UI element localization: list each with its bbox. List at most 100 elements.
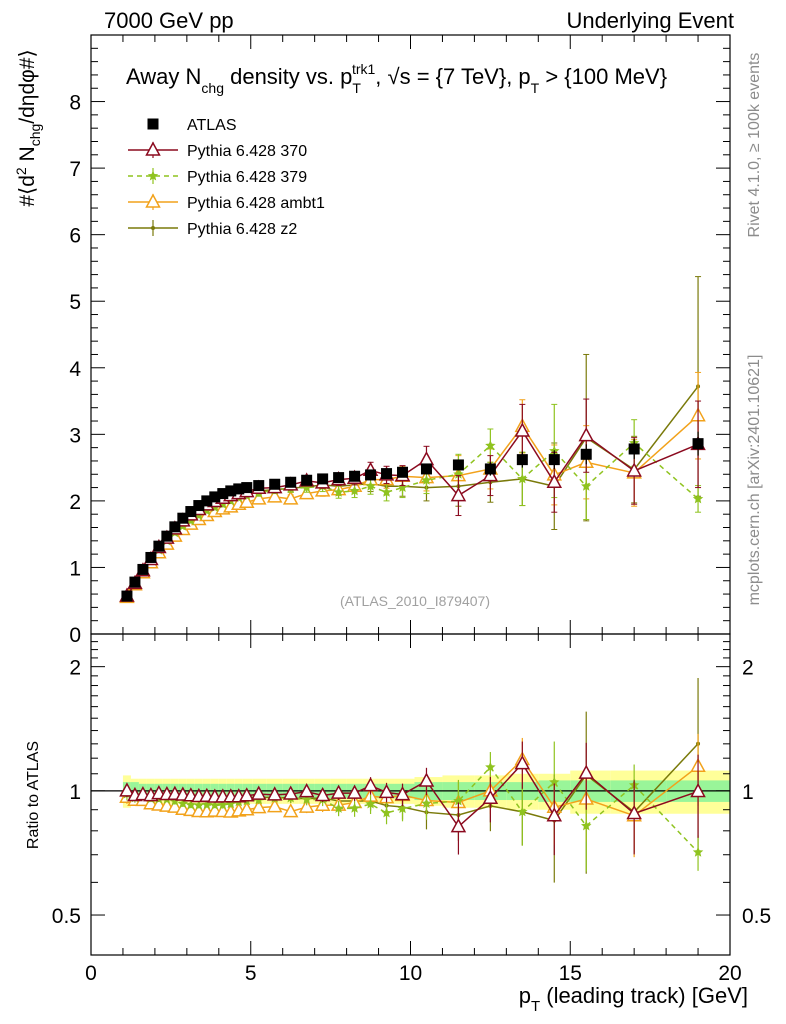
data-point bbox=[397, 466, 409, 478]
ratio-point bbox=[167, 798, 183, 813]
data-point bbox=[333, 472, 345, 484]
data-point bbox=[365, 469, 377, 481]
ratio-point bbox=[238, 787, 255, 802]
data-point bbox=[580, 480, 592, 491]
ratio-point bbox=[298, 798, 315, 813]
data-point bbox=[225, 485, 237, 497]
data-point bbox=[250, 490, 267, 505]
ratio-point bbox=[626, 804, 642, 820]
data-point bbox=[185, 506, 197, 518]
ratio-point bbox=[282, 785, 299, 800]
data-point bbox=[241, 482, 253, 494]
ratio-point bbox=[394, 785, 411, 801]
y-tick-label: 8 bbox=[69, 92, 81, 115]
y-tick-label: 1 bbox=[69, 557, 81, 580]
data-point bbox=[137, 563, 149, 575]
x-axis-title: pT (leading track) [GeV] bbox=[519, 983, 748, 1015]
x-tick-label: 10 bbox=[399, 962, 422, 985]
data-point bbox=[546, 473, 563, 489]
ratio-point bbox=[301, 794, 312, 805]
ratio-point bbox=[238, 801, 255, 816]
ratio-point bbox=[201, 799, 213, 810]
data-point bbox=[333, 486, 344, 497]
ratio-y-tick-label-right: 1 bbox=[742, 781, 754, 804]
legend-entry: Pythia 6.428 ambt1 bbox=[128, 193, 325, 212]
ratio-point bbox=[349, 802, 360, 813]
data-point bbox=[548, 454, 560, 466]
ratio-point bbox=[482, 789, 499, 804]
ratio-point bbox=[485, 761, 496, 772]
data-point bbox=[253, 480, 265, 492]
ratio-point bbox=[266, 786, 283, 801]
data-point bbox=[517, 473, 528, 484]
data-point bbox=[626, 462, 642, 477]
ratio-series-pythia-6-428-370 bbox=[119, 741, 706, 856]
ratio-point bbox=[266, 798, 283, 813]
legend-label: Pythia 6.428 ambt1 bbox=[187, 195, 325, 212]
ratio-point bbox=[225, 798, 237, 809]
ratio-y-tick-label-right: 2 bbox=[742, 657, 754, 680]
ratio-point bbox=[450, 818, 467, 833]
data-point bbox=[418, 451, 435, 466]
ratio-point bbox=[580, 820, 592, 831]
data-point bbox=[485, 440, 496, 451]
ratio-point bbox=[692, 846, 704, 857]
y-tick-label: 5 bbox=[69, 291, 81, 314]
data-point bbox=[177, 512, 189, 524]
data-point bbox=[692, 438, 704, 450]
ratio-point bbox=[209, 799, 221, 810]
ratio-point bbox=[378, 783, 395, 799]
axis-ticks bbox=[90, 34, 731, 955]
ratio-point bbox=[381, 807, 392, 818]
data-point bbox=[349, 470, 361, 482]
plot-title: Away Nchg density vs. pTtrk1, √s = {7 Te… bbox=[126, 61, 667, 96]
data-point bbox=[145, 551, 157, 563]
ratio-point bbox=[119, 782, 135, 797]
data-point bbox=[285, 476, 297, 488]
data-point bbox=[516, 454, 528, 466]
ratio-point bbox=[346, 784, 363, 799]
data-point bbox=[209, 491, 221, 503]
data-point bbox=[282, 490, 299, 505]
y-tick-label: 6 bbox=[69, 225, 81, 248]
legend-marker bbox=[151, 226, 155, 230]
ratio-point bbox=[330, 784, 347, 799]
ratio-point bbox=[185, 799, 197, 810]
data-point bbox=[317, 473, 329, 485]
legend-marker bbox=[145, 193, 161, 208]
analysis-watermark: (ATLAS_2010_I879407) bbox=[340, 593, 490, 609]
ratio-point bbox=[418, 772, 435, 787]
data-point bbox=[450, 486, 467, 502]
legend-label: Pythia 6.428 370 bbox=[187, 143, 307, 160]
ratio-point bbox=[365, 798, 376, 809]
data-point bbox=[121, 590, 133, 602]
y-tick-label: 4 bbox=[69, 358, 81, 381]
ratio-point bbox=[517, 806, 528, 817]
data-point bbox=[420, 463, 432, 475]
legend-entry: Pythia 6.428 z2 bbox=[128, 220, 297, 238]
legend-entry: Pythia 6.428 379 bbox=[128, 168, 307, 186]
ratio-y-tick-label: 1 bbox=[69, 781, 81, 804]
data-point bbox=[217, 488, 229, 500]
ratio-point bbox=[193, 799, 205, 810]
ratio-point bbox=[578, 764, 594, 779]
ratio-point bbox=[314, 786, 331, 802]
data-point bbox=[301, 482, 312, 493]
x-tick-label: 20 bbox=[718, 962, 741, 985]
data-point bbox=[692, 493, 704, 504]
ratio-y-tick-label: 0.5 bbox=[52, 905, 81, 928]
legend-label: Pythia 6.428 379 bbox=[187, 169, 307, 186]
y-tick-label: 3 bbox=[69, 424, 81, 447]
ratio-point bbox=[282, 803, 299, 818]
y-tick-label: 2 bbox=[69, 491, 81, 514]
ratio-point bbox=[546, 807, 563, 822]
legend: ATLAS Pythia 6.428 370 Pythia 6.428 379 Pyt… bbox=[128, 117, 325, 238]
x-tick-label: 0 bbox=[85, 962, 97, 985]
series-pythia-6-428-z2 bbox=[123, 276, 702, 599]
data-point bbox=[514, 422, 531, 437]
ratio-point bbox=[397, 803, 408, 814]
data-point bbox=[421, 474, 432, 485]
y-tick-label: 0 bbox=[69, 624, 81, 647]
data-point bbox=[201, 495, 213, 507]
legend-marker bbox=[147, 170, 159, 181]
